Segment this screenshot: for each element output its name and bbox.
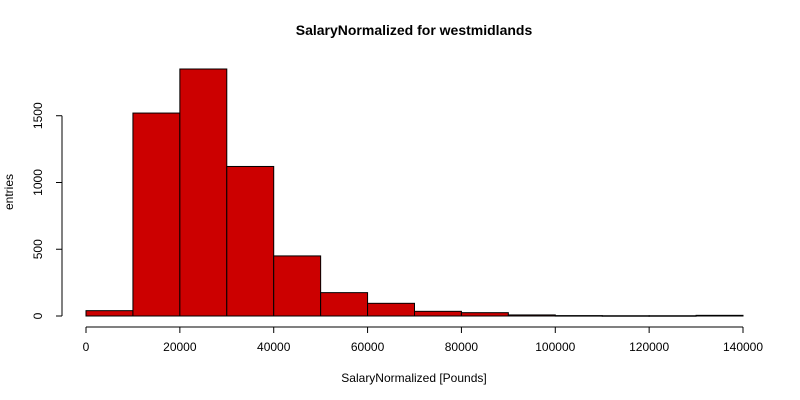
- histogram-bar: [460, 312, 509, 317]
- histogram-bar: [85, 310, 134, 317]
- x-tick-label: 20000: [163, 340, 197, 354]
- histogram-bar: [132, 112, 181, 317]
- histogram-bar: [695, 314, 744, 317]
- histogram-bar: [320, 292, 369, 317]
- histogram-bar: [414, 310, 462, 317]
- y-tick-label: 1500: [31, 102, 45, 129]
- x-tick-label: 60000: [351, 340, 385, 354]
- y-axis-label: entries: [2, 174, 16, 210]
- histogram-bar: [179, 68, 228, 317]
- bars-group: [85, 68, 744, 317]
- y-axis: 0 500 1000 1500: [31, 102, 63, 319]
- histogram-bar: [601, 315, 650, 317]
- chart-title: SalaryNormalized for westmidlands: [296, 22, 533, 38]
- histogram-bar: [554, 315, 603, 317]
- y-tick-label: 1000: [31, 169, 45, 196]
- x-tick-label: 80000: [445, 340, 479, 354]
- histogram-bar: [367, 302, 416, 317]
- x-tick-label: 0: [83, 340, 90, 354]
- histogram-bar: [507, 314, 556, 317]
- x-axis: 0 20000 40000 60000 80000 100000 120000 140000: [83, 326, 763, 354]
- y-tick-label: 0: [31, 312, 45, 319]
- y-tick-label: 500: [31, 239, 45, 259]
- x-tick-label: 40000: [257, 340, 291, 354]
- x-tick-label: 120000: [629, 340, 669, 354]
- histogram-bar: [273, 255, 322, 317]
- histogram-bar: [648, 315, 697, 317]
- x-axis-label: SalaryNormalized [Pounds]: [341, 371, 486, 385]
- histogram-bar: [226, 165, 275, 317]
- x-tick-label: 100000: [535, 340, 575, 354]
- x-tick-label: 140000: [723, 340, 763, 354]
